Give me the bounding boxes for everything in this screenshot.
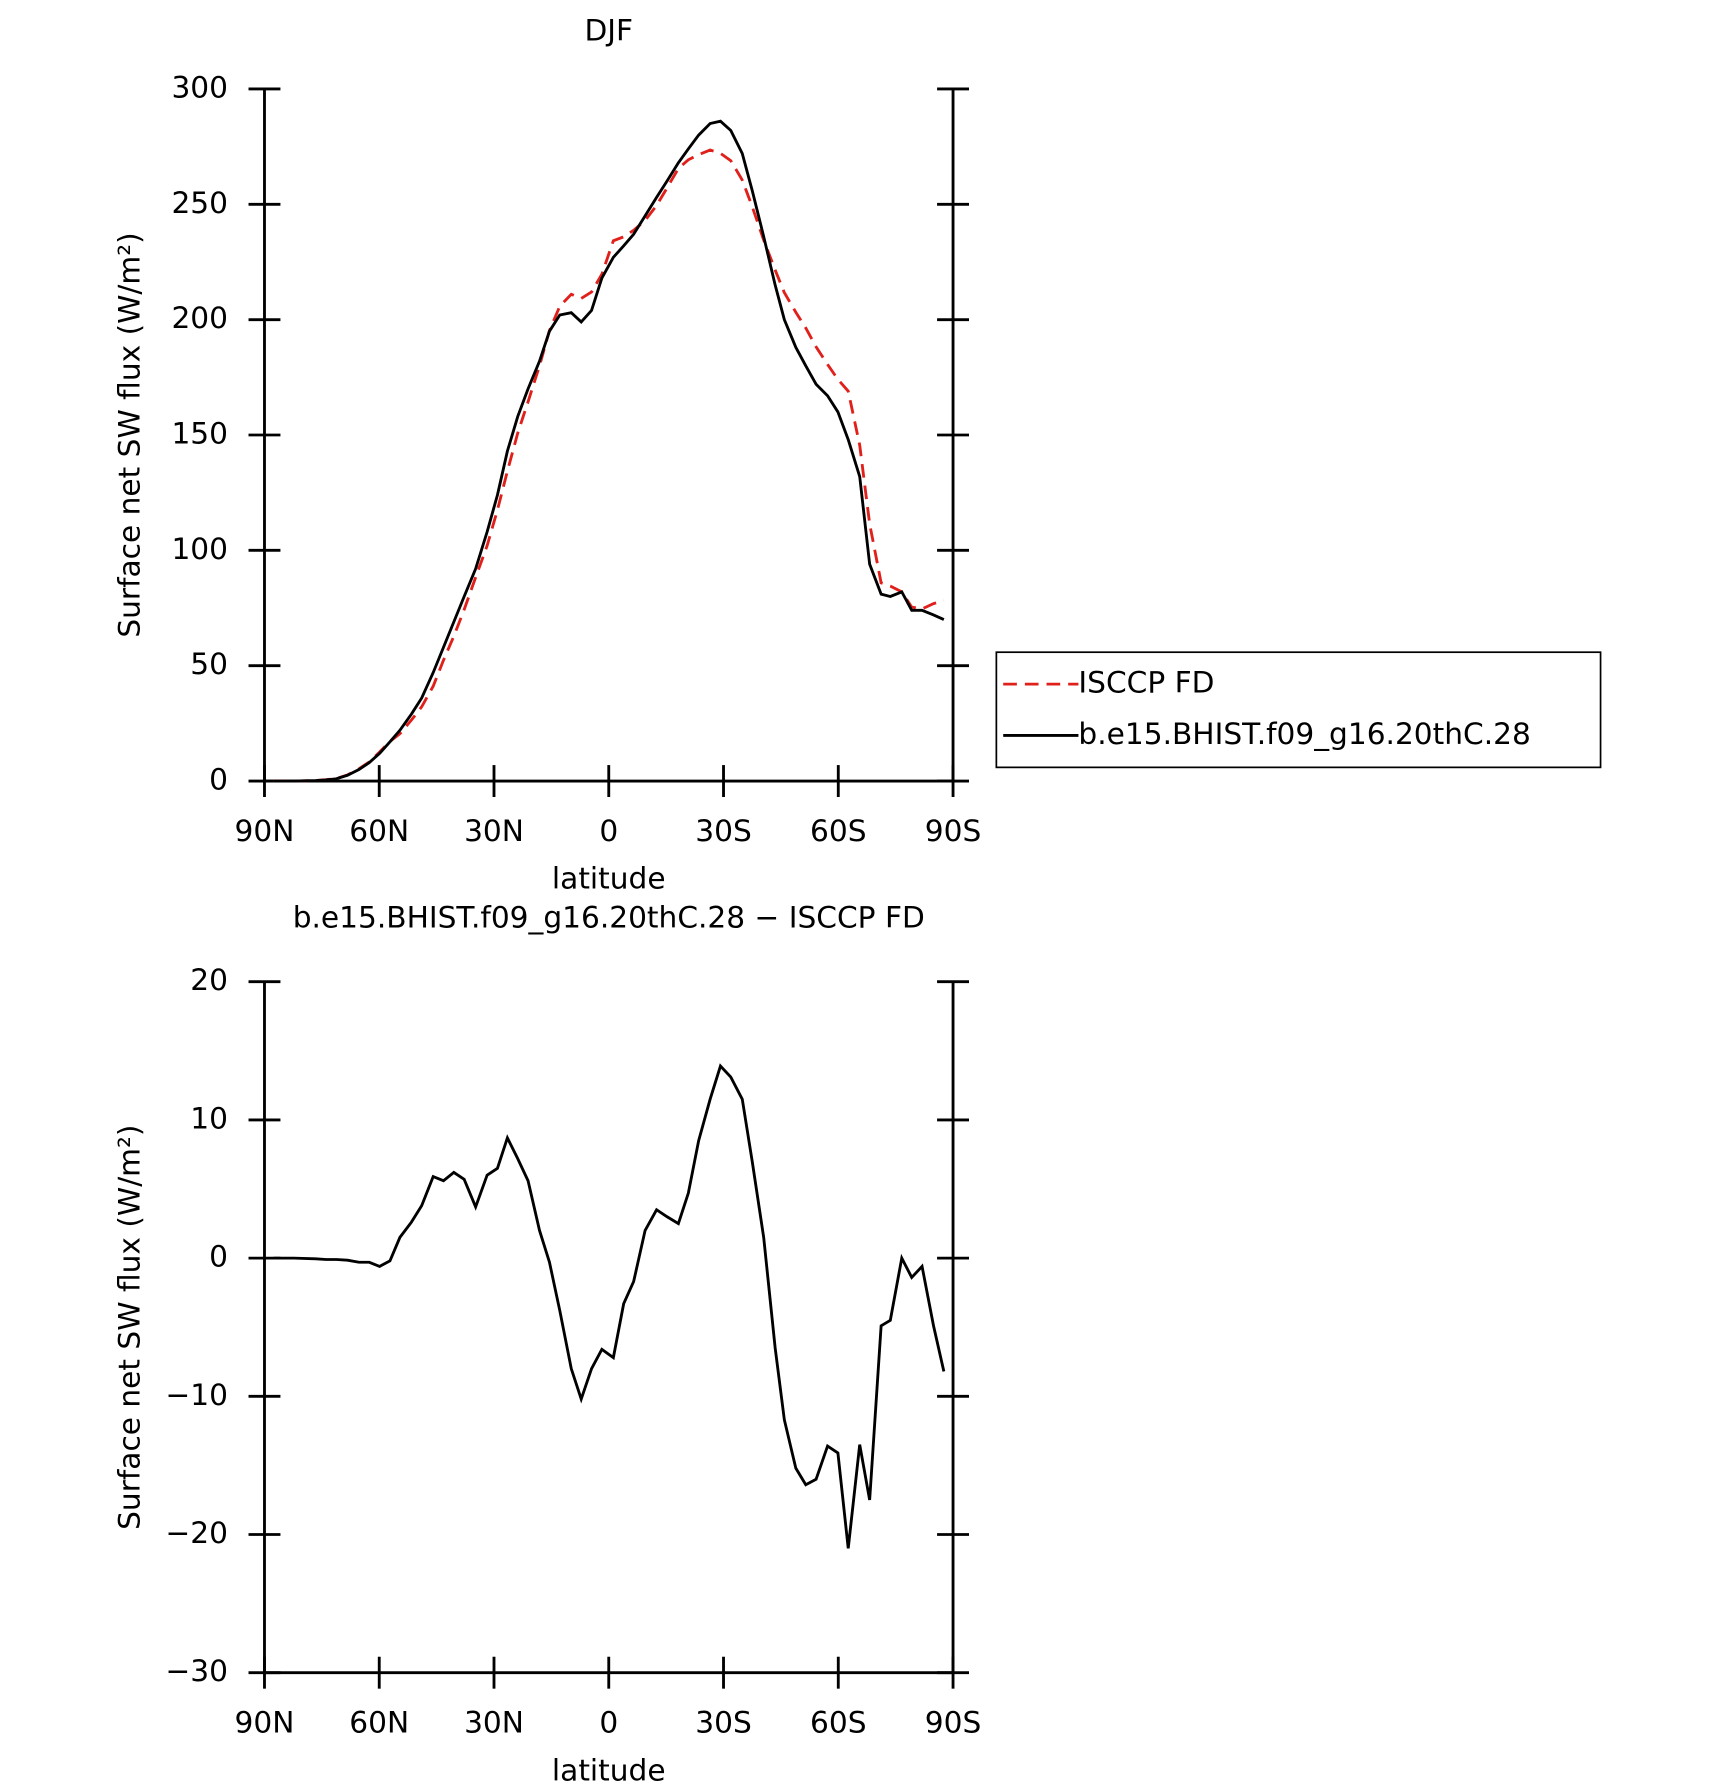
data-line — [273, 148, 945, 783]
x-tick-label: 90N — [235, 1705, 295, 1740]
y-tick-label: 10 — [190, 1100, 228, 1135]
y-tick-label: 50 — [190, 646, 228, 681]
chart-title: DJF — [584, 12, 633, 47]
x-tick-label: 90S — [925, 813, 982, 848]
y-tick-label: 100 — [171, 531, 228, 566]
x-tick-label: 0 — [599, 1705, 618, 1740]
x-tick-label: 30S — [695, 1705, 752, 1740]
x-tick-label: 60S — [810, 1705, 867, 1740]
y-tick-label: 0 — [209, 1239, 228, 1274]
x-tick-label: 0 — [599, 813, 618, 848]
y-tick-label: 200 — [171, 300, 228, 335]
y-tick-label: 20 — [190, 962, 228, 997]
y-tick-label: 300 — [171, 69, 228, 104]
legend: ISCCP FD b.e15.BHIST.f09_g16.20thC.28 — [995, 651, 1602, 769]
y-tick-label: −30 — [165, 1653, 228, 1688]
chart-title: b.e15.BHIST.f09_g16.20thC.28 − ISCCP FD — [293, 900, 925, 935]
legend-box — [995, 651, 1602, 769]
y-tick-label: 250 — [171, 185, 228, 220]
x-tick-label: 30S — [695, 813, 752, 848]
y-axis-label: Surface net SW flux (W/m²) — [112, 232, 147, 637]
y-tick-label: −20 — [165, 1515, 228, 1550]
y-tick-label: −10 — [165, 1377, 228, 1412]
x-tick-label: 60N — [349, 813, 409, 848]
y-tick-label: 150 — [171, 415, 228, 450]
x-tick-label: 30N — [464, 813, 524, 848]
x-tick-label: 90S — [925, 1705, 982, 1740]
y-tick-label: 0 — [209, 762, 228, 797]
legend-label: b.e15.BHIST.f09_g16.20thC.28 — [1078, 716, 1530, 751]
legend-label: ISCCP FD — [1078, 665, 1214, 700]
x-tick-label: 60S — [810, 813, 867, 848]
y-axis-label: Surface net SW flux (W/m²) — [112, 1125, 147, 1530]
data-line — [273, 119, 945, 783]
x-tick-label: 60N — [349, 1705, 409, 1740]
x-tick-label: 90N — [235, 813, 295, 848]
x-axis-label: latitude — [552, 1752, 666, 1787]
x-axis-label: latitude — [552, 861, 666, 896]
data-line — [273, 1063, 946, 1549]
x-tick-label: 30N — [464, 1705, 524, 1740]
